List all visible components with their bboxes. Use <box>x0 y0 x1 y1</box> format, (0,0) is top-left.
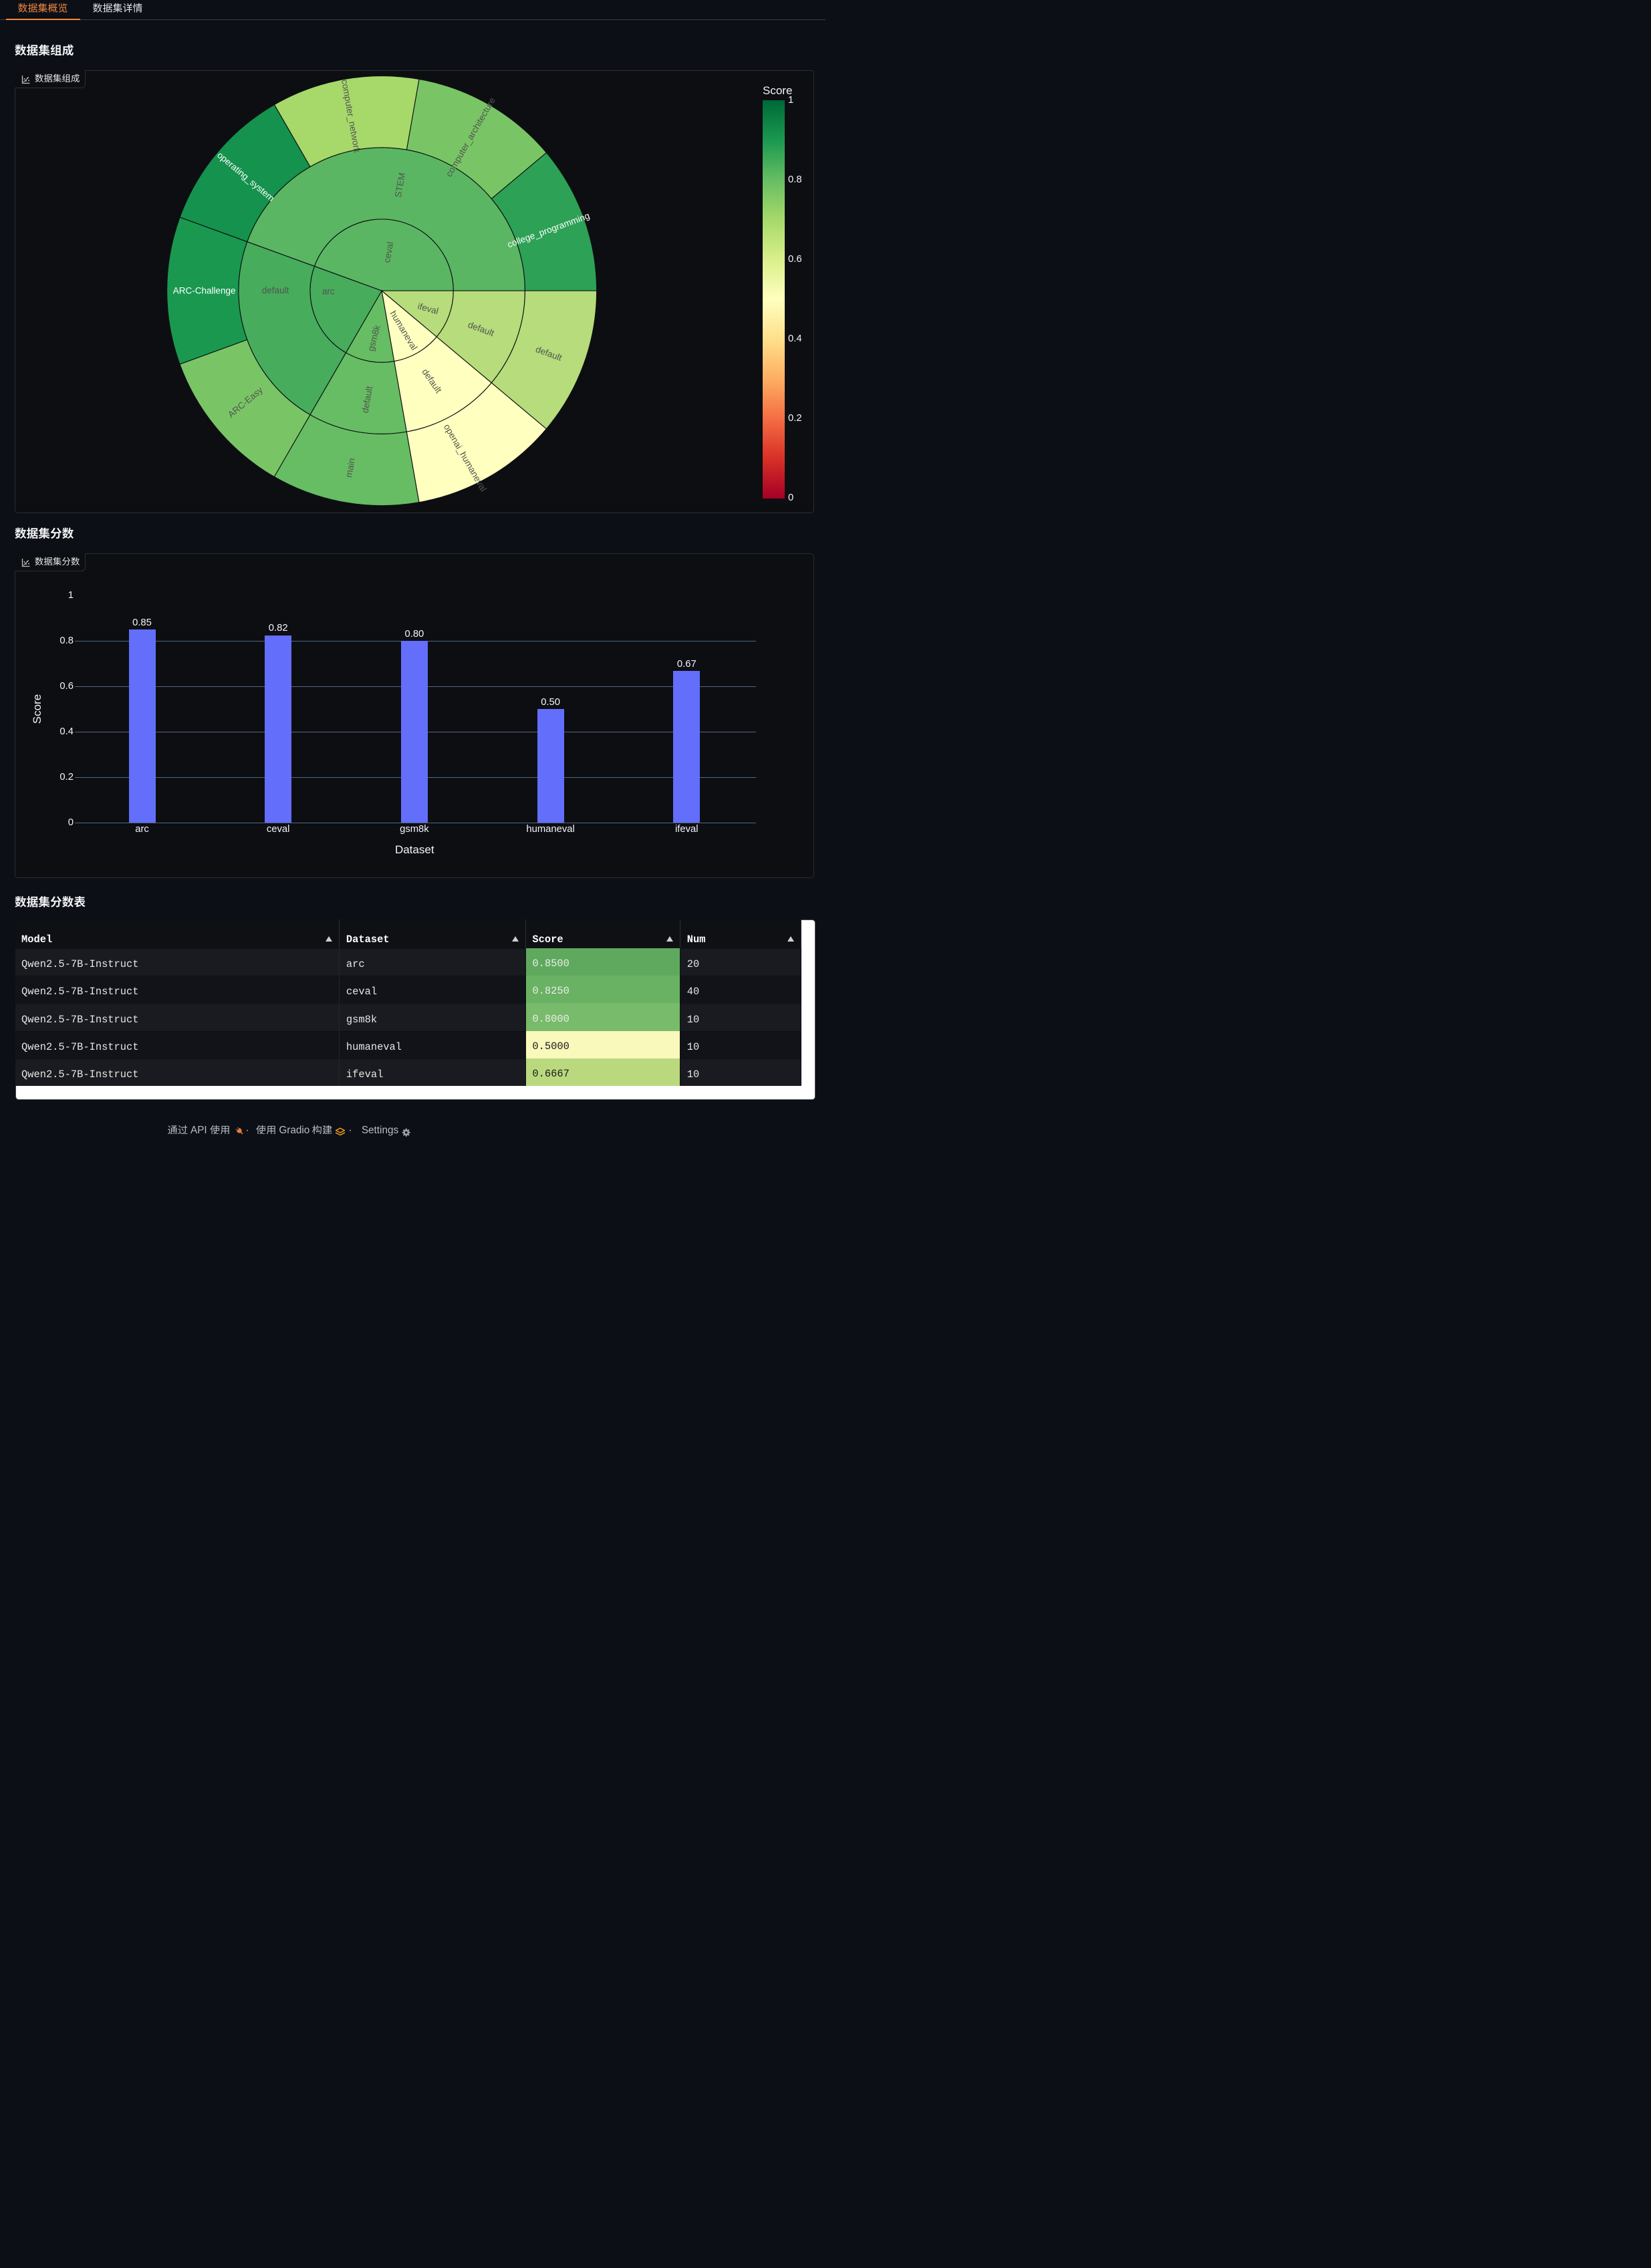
svg-text:ARC-Challenge: ARC-Challenge <box>173 286 236 296</box>
svg-text:STEM: STEM <box>393 172 407 198</box>
svg-text:arc: arc <box>322 287 335 297</box>
svg-text:ceval: ceval <box>382 241 395 264</box>
svg-text:default: default <box>262 285 289 295</box>
svg-text:main: main <box>344 457 357 478</box>
svg-text:default: default <box>360 386 375 414</box>
